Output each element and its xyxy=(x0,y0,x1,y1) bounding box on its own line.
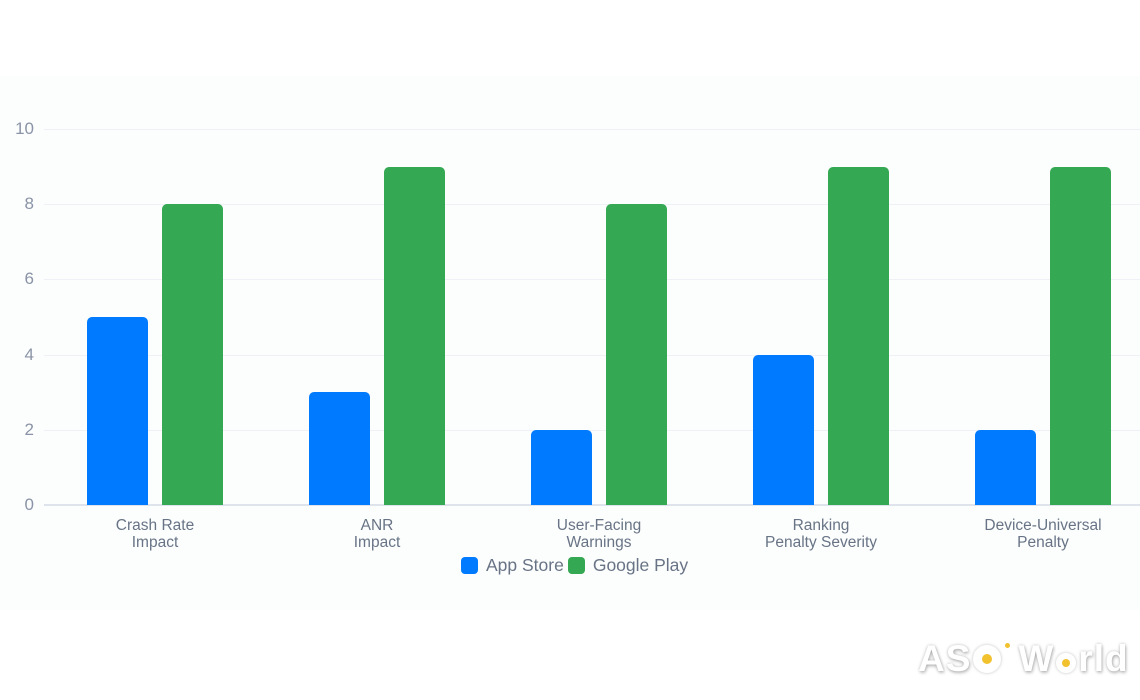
legend-item-google-play[interactable]: Google Play xyxy=(567,554,689,576)
watermark-o-circle-icon xyxy=(973,645,1002,673)
y-axis-tick-label: 10 xyxy=(15,119,34,138)
watermark-text-w: W xyxy=(1018,638,1055,679)
gridline xyxy=(44,354,1140,356)
bar-google-play[interactable] xyxy=(384,166,445,505)
gridline xyxy=(44,504,1140,506)
x-axis-category-label: Crash Rate Impact xyxy=(115,517,195,551)
legend-label-google-play: Google Play xyxy=(592,554,689,575)
bar-app-store[interactable] xyxy=(309,392,370,505)
x-axis-category-label: User-Facing Warnings xyxy=(556,517,642,551)
gridline xyxy=(44,129,1140,130)
x-axis-category-label: Device-Universal Penalty xyxy=(984,517,1102,551)
watermark-text-as: AS xyxy=(918,638,972,679)
y-axis-tick-label: 8 xyxy=(24,194,34,214)
legend-swatch-google-play xyxy=(567,556,585,574)
bar-google-play[interactable] xyxy=(828,166,889,505)
aso-world-watermark-logo: AS W rld xyxy=(918,637,1129,681)
y-axis-tick-label: 4 xyxy=(24,344,34,364)
legend-label-app-store: App Store xyxy=(486,554,564,575)
x-axis-category-label: ANR Impact xyxy=(353,517,401,551)
y-axis-tick-label: 6 xyxy=(24,269,34,289)
y-axis-tick-label: 0 xyxy=(24,495,34,514)
gridline xyxy=(44,429,1140,431)
legend-swatch-app-store xyxy=(461,556,478,574)
bar-app-store[interactable] xyxy=(531,429,592,505)
bar-google-play[interactable] xyxy=(1050,166,1111,505)
gridline xyxy=(44,279,1140,281)
legend-item-app-store[interactable]: App Store xyxy=(461,555,564,576)
watermark-dot-icon xyxy=(1005,643,1011,648)
gridline xyxy=(44,204,1140,206)
watermark-small-o-icon xyxy=(1056,653,1077,673)
chart-legend: App Store Google Play xyxy=(461,554,692,576)
bar-google-play[interactable] xyxy=(162,204,223,505)
x-axis-category-label: Ranking Penalty Severity xyxy=(765,517,877,551)
bar-app-store[interactable] xyxy=(975,429,1036,505)
bar-app-store[interactable] xyxy=(753,354,814,505)
watermark-text-rld: rld xyxy=(1078,638,1129,679)
bar-app-store[interactable] xyxy=(87,317,148,505)
bar-google-play[interactable] xyxy=(606,204,667,505)
y-axis-tick-label: 2 xyxy=(24,419,34,439)
